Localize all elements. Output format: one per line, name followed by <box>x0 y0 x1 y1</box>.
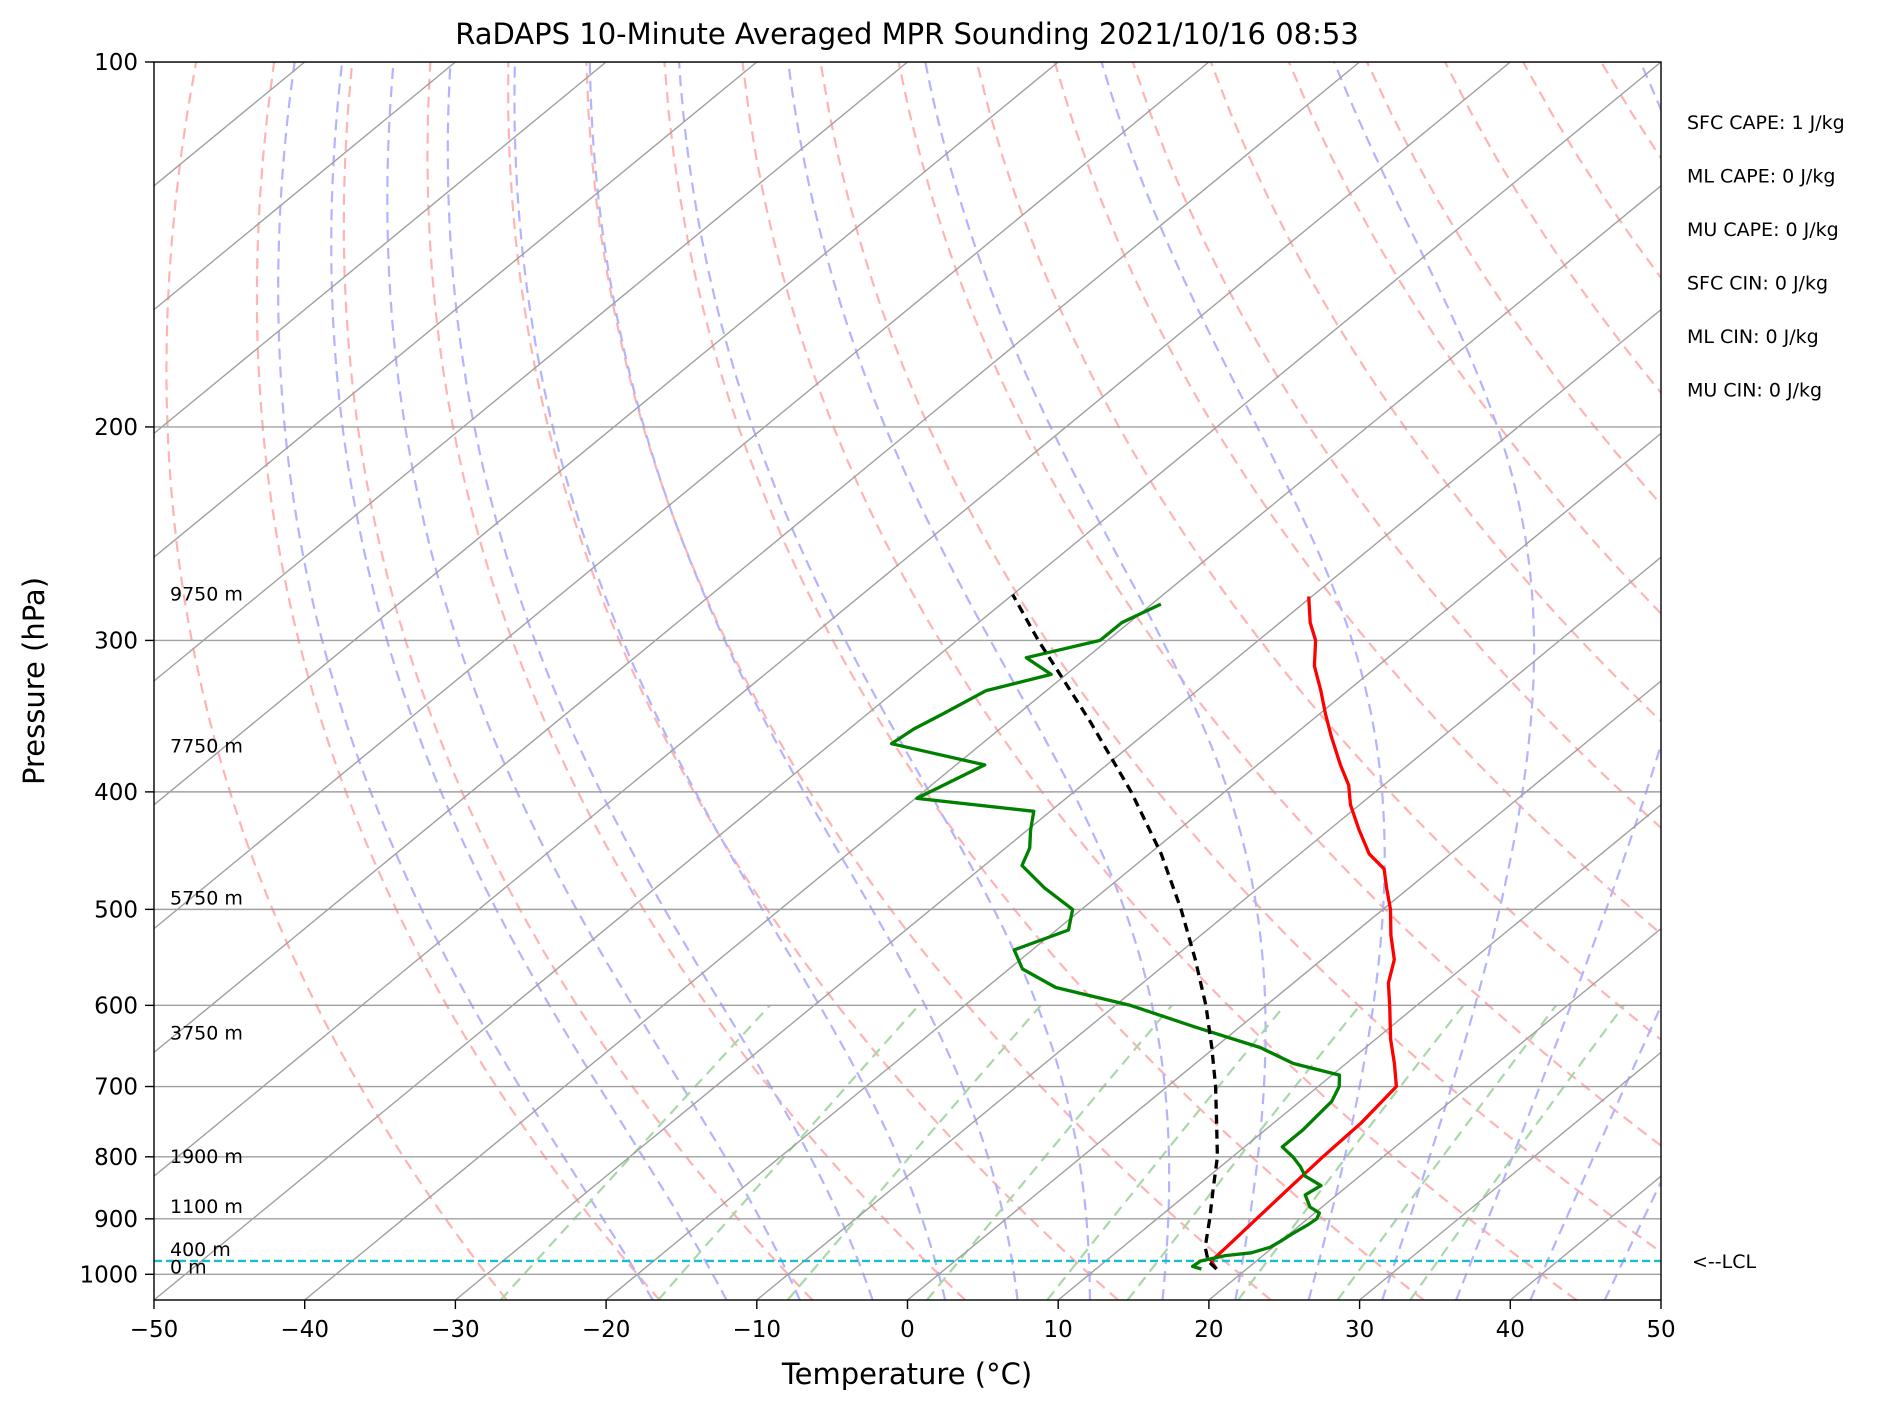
x-tick-label: 40 <box>1496 1317 1525 1343</box>
height-label: 400 m <box>170 1239 231 1261</box>
x-tick-label: −40 <box>280 1317 329 1343</box>
y-tick-label: 700 <box>94 1075 138 1101</box>
x-tick-label: 10 <box>1044 1317 1073 1343</box>
isotherm <box>154 62 1661 1300</box>
dry-adiabat <box>1053 62 1661 936</box>
x-axis-label: Temperature (°C) <box>781 1357 1032 1391</box>
mixing-ratio-line <box>1336 1004 1557 1300</box>
index-label: SFC CAPE: 1 J/kg <box>1687 112 1845 134</box>
moist-adiabat <box>588 62 1019 1300</box>
height-label: 1900 m <box>170 1146 243 1168</box>
moist-adiabat <box>386 62 801 1300</box>
mixing-ratio-line <box>1237 1004 1465 1300</box>
isotherm <box>154 62 607 435</box>
dry-adiabat <box>1131 62 1661 830</box>
height-label: 7750 m <box>170 736 243 758</box>
height-label: 9750 m <box>170 584 243 606</box>
moist-adiabat <box>513 62 947 1300</box>
mixing-ratio-line <box>499 1004 771 1300</box>
isotherm <box>154 62 456 311</box>
x-tick-label: −10 <box>733 1317 782 1343</box>
height-label: 0 m <box>170 1256 207 1278</box>
index-label: SFC CIN: 0 J/kg <box>1687 273 1828 295</box>
isotherm <box>154 62 908 682</box>
dry-adiabat <box>897 62 1661 1147</box>
background-lines <box>154 62 1661 1300</box>
moist-adiabat <box>330 62 728 1300</box>
dry-adiabat <box>741 62 1578 1300</box>
isotherm <box>454 308 1661 1300</box>
isotherm <box>304 184 1661 1300</box>
mixing-ratio-line <box>926 1004 1173 1300</box>
index-label: MU CIN: 0 J/kg <box>1687 380 1822 402</box>
index-label: ML CAPE: 0 J/kg <box>1687 166 1835 188</box>
y-tick-label: 1000 <box>79 1262 138 1288</box>
isotherm <box>154 62 1210 930</box>
mixing-ratio-line <box>786 1004 1042 1300</box>
moist-adiabat <box>1529 1003 1661 1300</box>
moist-adiabat <box>1333 62 1536 1300</box>
y-tick-label: 200 <box>94 415 138 441</box>
temperature-profile <box>1209 596 1399 1270</box>
x-tick-label: −30 <box>431 1317 480 1343</box>
height-label: 1100 m <box>170 1196 243 1218</box>
dry-adiabat <box>507 62 1119 1300</box>
moist-adiabat <box>1100 62 1386 1300</box>
x-tick-label: 30 <box>1345 1317 1374 1343</box>
parcel-profile <box>1011 593 1220 1271</box>
y-tick-label: 400 <box>94 780 138 806</box>
isotherm <box>154 62 758 559</box>
index-label: MU CAPE: 0 J/kg <box>1687 219 1839 241</box>
moist-adiabat <box>678 62 1091 1300</box>
dewpoint-profile <box>889 602 1342 1271</box>
mixing-ratio-line <box>657 1004 920 1300</box>
moist-adiabat <box>446 62 874 1300</box>
y-tick-label: 800 <box>94 1145 138 1171</box>
isotherm <box>154 62 1361 1054</box>
dry-adiabat <box>585 62 1272 1300</box>
dry-adiabat <box>165 62 508 1300</box>
x-tick-label: −50 <box>130 1317 179 1343</box>
x-tick-label: 20 <box>1194 1317 1223 1343</box>
isotherm <box>907 680 1661 1300</box>
lcl-label: <--LCL <box>1692 1251 1756 1273</box>
isotherm <box>154 62 1511 1178</box>
dry-adiabat <box>255 62 661 1300</box>
chart-title: RaDAPS 10-Minute Averaged MPR Sounding 2… <box>455 17 1359 51</box>
dry-adiabat <box>819 62 1661 1254</box>
isotherm <box>1057 803 1661 1300</box>
height-label: 5750 m <box>170 888 243 910</box>
y-tick-label: 300 <box>94 628 138 654</box>
x-tick-label: 0 <box>900 1317 915 1343</box>
moist-adiabat <box>1455 62 1661 1300</box>
x-tick-label: −20 <box>582 1317 631 1343</box>
isotherm <box>1359 1051 1661 1300</box>
height-label: 3750 m <box>170 1023 243 1045</box>
series-lines <box>889 593 1399 1271</box>
moist-adiabat <box>1603 1179 1661 1300</box>
y-tick-label: 600 <box>94 993 138 1019</box>
isotherm <box>756 556 1661 1300</box>
y-tick-label: 100 <box>94 50 138 76</box>
isotherm <box>605 432 1661 1300</box>
y-tick-label: 900 <box>94 1207 138 1233</box>
y-axis: 100 200 300 400 500 600 700 800 900 1000 <box>79 50 154 1288</box>
x-tick-label: 50 <box>1646 1317 1675 1343</box>
isotherm <box>154 62 1059 806</box>
thermo-indices: SFC CAPE: 1 J/kg ML CAPE: 0 J/kg MU CAPE: … <box>1687 112 1845 402</box>
index-label: ML CIN: 0 J/kg <box>1687 326 1819 348</box>
mixing-ratio-line <box>1046 1004 1286 1300</box>
y-tick-label: 500 <box>94 897 138 923</box>
isotherm <box>1208 927 1661 1300</box>
y-axis-label: Pressure (hPa) <box>17 577 51 785</box>
x-axis: −50 −40 −30 −20 −10 0 10 20 30 40 50 <box>130 1300 1676 1343</box>
